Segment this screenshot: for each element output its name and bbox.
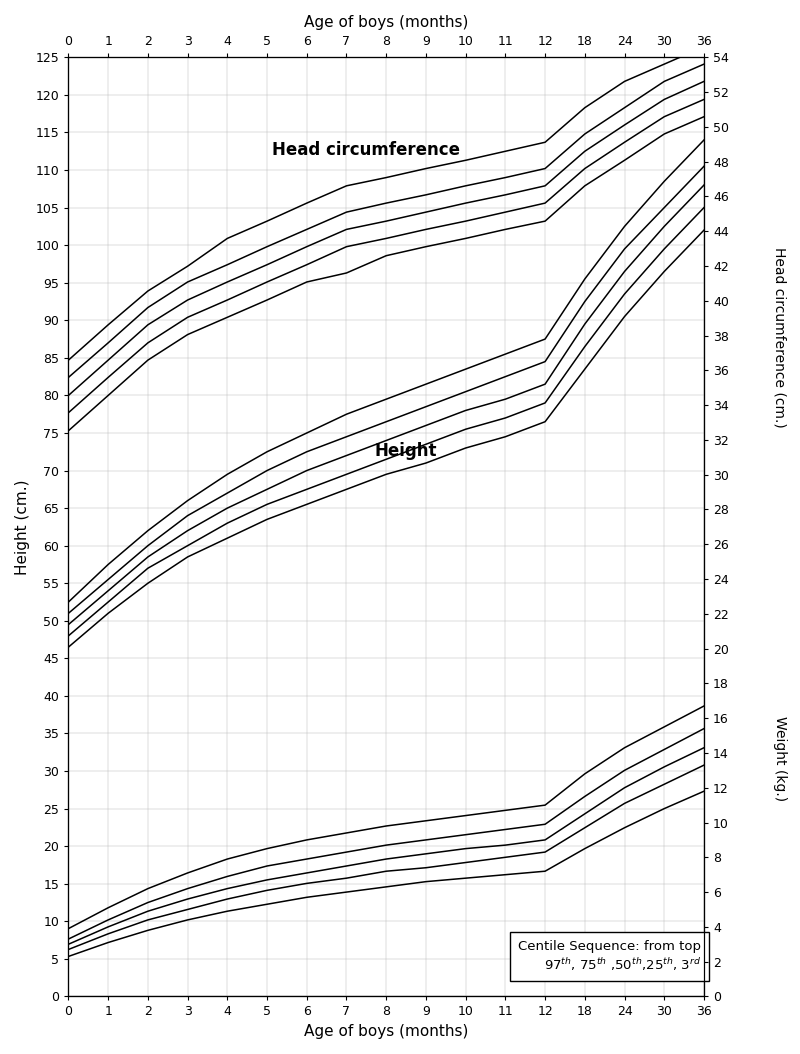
Text: Head circumference: Head circumference [272, 141, 460, 159]
X-axis label: Age of boys (months): Age of boys (months) [304, 1024, 469, 1039]
Text: Height: Height [375, 442, 438, 460]
Y-axis label: Height (cm.): Height (cm.) [15, 480, 30, 574]
Text: Centile Sequence: from top
97$^{th}$, 75$^{th}$ ,50$^{th}$,25$^{th}$, 3$^{rd}$: Centile Sequence: from top 97$^{th}$, 75… [518, 940, 701, 973]
Text: Weight (kg.): Weight (kg.) [773, 717, 787, 801]
X-axis label: Age of boys (months): Age of boys (months) [304, 15, 469, 30]
Text: Head circumference (cm.): Head circumference (cm.) [773, 247, 787, 428]
